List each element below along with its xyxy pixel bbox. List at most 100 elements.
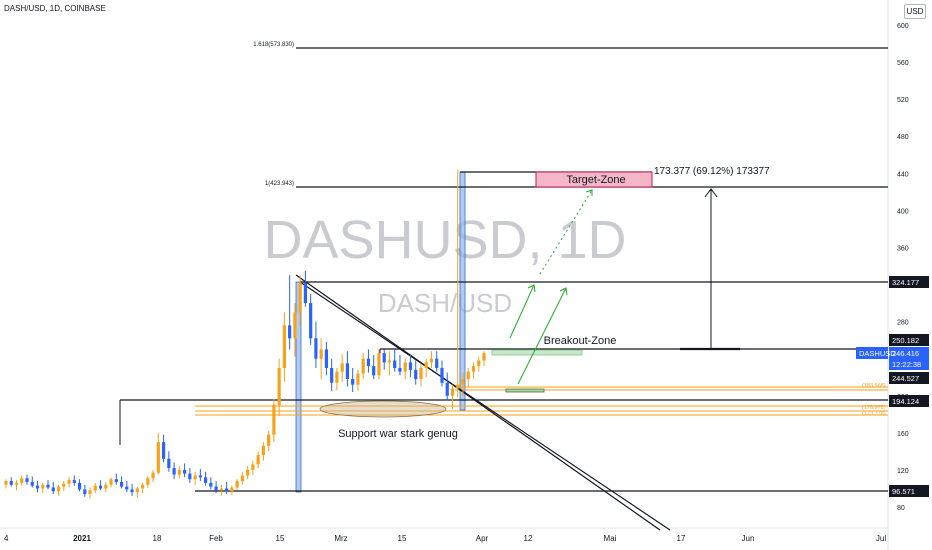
candle[interactable] xyxy=(93,482,97,494)
candle[interactable] xyxy=(351,367,355,393)
candle[interactable] xyxy=(41,482,45,494)
candle[interactable] xyxy=(466,367,470,387)
candle[interactable] xyxy=(25,474,29,485)
candle[interactable] xyxy=(67,477,71,488)
candle[interactable] xyxy=(424,358,428,378)
candle[interactable] xyxy=(230,485,234,495)
candle[interactable] xyxy=(314,321,318,368)
candle[interactable] xyxy=(83,484,87,497)
candle[interactable] xyxy=(366,349,371,373)
candle[interactable] xyxy=(135,486,139,498)
candle[interactable] xyxy=(277,358,281,417)
candle[interactable] xyxy=(62,481,66,492)
candle[interactable] xyxy=(398,354,402,376)
breakout-zone-box[interactable] xyxy=(491,349,583,356)
candle[interactable] xyxy=(309,293,313,345)
candle[interactable] xyxy=(177,466,181,479)
candle[interactable] xyxy=(335,367,339,391)
candle[interactable] xyxy=(330,358,334,392)
support-ellipse[interactable] xyxy=(319,400,447,418)
candle[interactable] xyxy=(319,338,323,380)
candle[interactable] xyxy=(209,477,213,490)
candle[interactable] xyxy=(109,477,113,488)
candle[interactable] xyxy=(267,430,271,452)
candle[interactable] xyxy=(14,480,19,491)
candle[interactable] xyxy=(272,399,276,443)
candle[interactable] xyxy=(450,384,455,409)
candle[interactable] xyxy=(246,466,250,480)
candle[interactable] xyxy=(156,432,160,475)
candle[interactable] xyxy=(204,471,208,486)
candle[interactable] xyxy=(182,463,187,478)
candle[interactable] xyxy=(125,481,129,493)
candle[interactable] xyxy=(240,471,244,485)
candle[interactable] xyxy=(35,481,40,493)
candle[interactable] xyxy=(214,481,218,494)
candle[interactable] xyxy=(72,475,76,486)
candle[interactable] xyxy=(356,369,360,392)
candle[interactable] xyxy=(188,468,192,483)
candle[interactable] xyxy=(261,442,265,461)
candle[interactable] xyxy=(77,479,82,492)
candle[interactable] xyxy=(98,480,103,491)
candle[interactable] xyxy=(440,360,444,387)
candle[interactable] xyxy=(282,312,286,382)
candle[interactable] xyxy=(46,480,50,490)
candle[interactable] xyxy=(30,476,34,488)
candle[interactable] xyxy=(414,360,418,385)
trendline-upper[interactable] xyxy=(295,274,661,531)
target-zone-box[interactable] xyxy=(535,171,653,188)
candle[interactable] xyxy=(303,270,308,307)
candle[interactable] xyxy=(193,471,197,485)
candle[interactable] xyxy=(167,451,171,472)
candle[interactable] xyxy=(256,451,260,469)
time-axis[interactable]: 4 2021 18 Feb 15 Mrz 15 Apr 12 Mai 17 Jun Jul xyxy=(4,534,886,543)
candle[interactable] xyxy=(114,473,118,485)
candle[interactable] xyxy=(482,351,486,367)
candle[interactable] xyxy=(340,354,344,382)
candlestick-series[interactable] xyxy=(4,169,486,499)
candle[interactable] xyxy=(393,349,397,372)
candle[interactable] xyxy=(387,351,392,376)
candle[interactable] xyxy=(104,481,108,493)
candle[interactable] xyxy=(477,356,481,372)
candle[interactable] xyxy=(293,303,297,357)
trendline-lower[interactable] xyxy=(299,281,671,531)
candle[interactable] xyxy=(298,275,302,327)
candle[interactable] xyxy=(9,477,13,487)
candle[interactable] xyxy=(130,483,134,496)
candle[interactable] xyxy=(140,482,145,494)
candle[interactable] xyxy=(372,354,376,380)
candle[interactable] xyxy=(435,351,439,372)
candle[interactable] xyxy=(235,479,239,491)
candle[interactable] xyxy=(419,364,423,387)
candle[interactable] xyxy=(445,372,449,401)
price-axis[interactable]: 8012016020024028032036040044048052056060… xyxy=(897,23,909,512)
candle[interactable] xyxy=(288,275,292,350)
candle[interactable] xyxy=(161,434,166,463)
candle[interactable] xyxy=(429,351,434,368)
candle[interactable] xyxy=(377,349,381,380)
candle[interactable] xyxy=(471,362,476,380)
candle[interactable] xyxy=(361,353,365,380)
candle[interactable] xyxy=(225,481,229,495)
entry-zone-box[interactable] xyxy=(505,388,545,393)
candle[interactable] xyxy=(403,358,407,380)
candle[interactable] xyxy=(324,342,329,376)
candle[interactable] xyxy=(198,468,202,482)
candle[interactable] xyxy=(382,349,386,370)
candle[interactable] xyxy=(172,462,176,480)
candle[interactable] xyxy=(88,487,92,499)
candle[interactable] xyxy=(219,484,223,496)
candle[interactable] xyxy=(408,354,413,378)
candle[interactable] xyxy=(4,479,8,489)
candle[interactable] xyxy=(251,460,255,475)
candle[interactable] xyxy=(119,476,124,489)
candle[interactable] xyxy=(146,476,150,488)
candle[interactable] xyxy=(20,475,24,486)
candle[interactable] xyxy=(151,469,155,482)
candle[interactable] xyxy=(456,169,460,398)
candle[interactable] xyxy=(461,372,465,396)
candle[interactable] xyxy=(56,484,61,496)
